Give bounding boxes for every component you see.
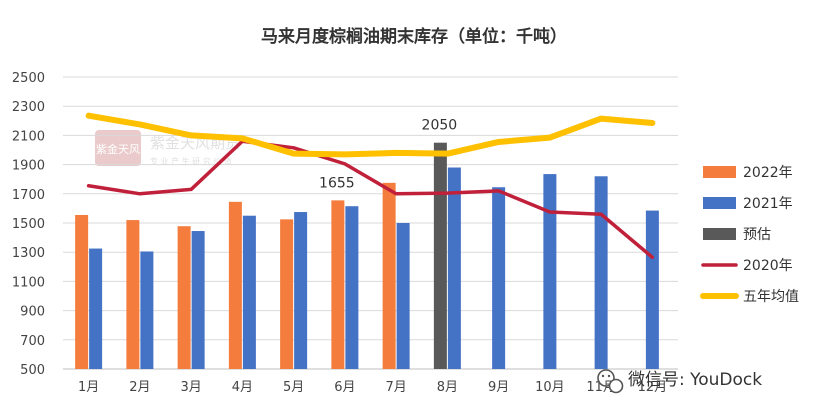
y-tick-label: 1500	[12, 217, 45, 232]
wechat-label: 微信号: YouDock	[628, 370, 762, 390]
x-tick-label: 3月	[180, 380, 201, 395]
x-tick-label: 11月	[586, 380, 616, 395]
y-axis: 500 700 900 1100 1300 1500 1700 1900 2100 2300 250…	[12, 71, 45, 378]
y-tick-label: 900	[20, 305, 45, 320]
x-axis: 1月 2月 3月 4月 5月 6月 7月 8月 9月 10月 11月 12月	[78, 380, 667, 395]
x-tick-label: 4月	[232, 380, 253, 395]
bar	[140, 251, 154, 369]
bar	[294, 212, 308, 369]
legend-label: 2021年	[743, 196, 793, 212]
x-tick-label: 2月	[129, 380, 150, 395]
bar	[126, 220, 140, 369]
watermark-seal	[95, 130, 141, 166]
bar	[280, 219, 294, 369]
y-tick-label: 1900	[12, 159, 45, 174]
y-tick-label: 500	[20, 363, 45, 378]
bar	[191, 231, 205, 369]
x-tick-label: 10月	[535, 380, 565, 395]
bar	[331, 200, 345, 369]
legend-label: 2020年	[743, 258, 793, 274]
bar	[89, 248, 103, 369]
data-labels: 1655 2050	[319, 118, 457, 192]
x-tick-label: 6月	[334, 380, 355, 395]
bar	[75, 214, 89, 369]
chart-title: 马来月度棕榈油期末库存（单位：千吨）	[261, 26, 567, 47]
bar	[242, 215, 256, 369]
bar	[594, 176, 608, 369]
bar	[433, 142, 447, 369]
bar	[177, 226, 191, 369]
y-tick-label: 1700	[12, 188, 45, 203]
x-tick-label: 7月	[385, 380, 406, 395]
bar	[228, 201, 242, 369]
grid	[63, 76, 678, 370]
bar	[645, 210, 659, 369]
bar	[345, 206, 359, 369]
watermark-seal-text: 紫金天风	[96, 142, 140, 156]
x-tick-label: 9月	[488, 380, 509, 395]
bar	[543, 174, 557, 369]
legend-swatch	[703, 228, 736, 240]
legend-swatch	[703, 166, 736, 178]
data-label: 2050	[422, 118, 458, 134]
bar	[382, 182, 396, 369]
y-tick-label: 2300	[12, 100, 45, 115]
series-line	[86, 139, 655, 260]
bars	[75, 142, 659, 369]
bar	[447, 167, 461, 369]
legend-label: 2022年	[743, 165, 793, 181]
wechat-watermark: 微信号: YouDock	[597, 369, 762, 394]
legend-label: 五年均值	[743, 289, 799, 305]
legend-swatch	[703, 197, 736, 209]
lines	[85, 112, 656, 260]
series-line	[85, 112, 656, 158]
y-tick-label: 2500	[12, 71, 45, 86]
y-tick-label: 1300	[12, 246, 45, 261]
watermark-subtitle: 专 业 产 生 研 究 价 值	[150, 156, 232, 166]
data-label: 1655	[319, 175, 355, 191]
legend-label: 预估	[743, 227, 771, 243]
wechat-icon	[597, 369, 624, 394]
y-tick-label: 1100	[12, 275, 45, 290]
bar	[396, 223, 410, 369]
y-tick-label: 2100	[12, 129, 45, 144]
y-tick-label: 700	[20, 334, 45, 349]
x-tick-label: 8月	[437, 380, 458, 395]
x-tick-label: 5月	[283, 380, 304, 395]
x-tick-label: 1月	[78, 380, 99, 395]
x-tick-label: 12月	[638, 380, 668, 395]
bar	[492, 187, 506, 369]
